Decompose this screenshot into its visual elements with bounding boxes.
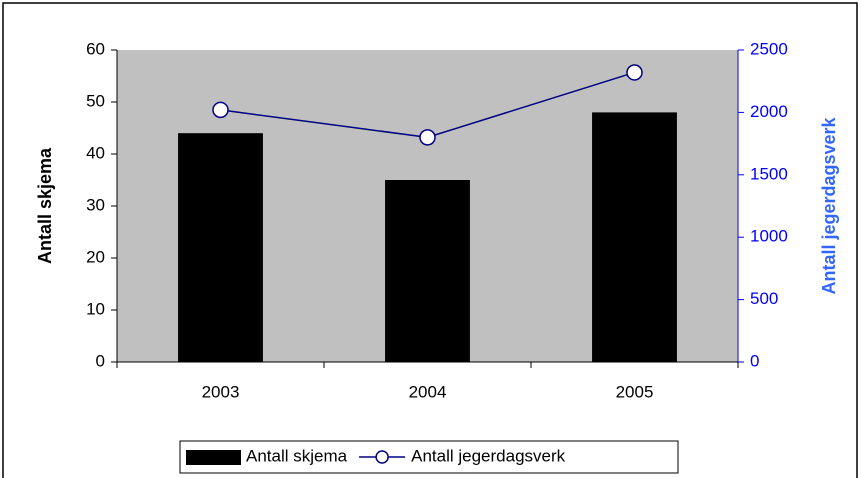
- line-marker: [212, 101, 229, 119]
- bar: [592, 112, 677, 363]
- bar: [178, 133, 263, 362]
- legend-label: Antall jegerdagsverk: [411, 446, 566, 465]
- y2-tick-label: 2000: [750, 102, 788, 121]
- y2-tick-label: 500: [750, 289, 778, 308]
- legend-box: [179, 440, 679, 474]
- y-tick-label: 30: [86, 195, 105, 214]
- y2-tick-label: 2500: [750, 39, 788, 58]
- y-tick-label: 0: [96, 351, 105, 370]
- legend-label: Antall skjema: [246, 446, 348, 465]
- line-marker: [626, 64, 643, 81]
- y-tick-label: 60: [86, 39, 105, 58]
- line-marker: [419, 129, 436, 146]
- y-tick-label: 40: [86, 143, 105, 162]
- y-tick-label: 50: [86, 91, 105, 110]
- x-tick-label: 2004: [409, 382, 447, 401]
- y-tick-label: 10: [86, 299, 105, 318]
- y-axis-label: Antall skjema: [35, 147, 55, 264]
- bar: [385, 180, 470, 362]
- y-tick-label: 20: [86, 247, 105, 266]
- legend-swatch: [186, 450, 241, 465]
- y2-tick-label: 0: [750, 351, 759, 370]
- y2-tick-label: 1000: [750, 227, 788, 246]
- y2-tick-label: 1500: [750, 164, 788, 183]
- x-tick-label: 2005: [616, 382, 654, 401]
- y2-axis-label: Antall jegerdagsverk: [819, 116, 839, 294]
- legend-marker: [375, 450, 389, 464]
- x-tick-label: 2003: [202, 382, 240, 401]
